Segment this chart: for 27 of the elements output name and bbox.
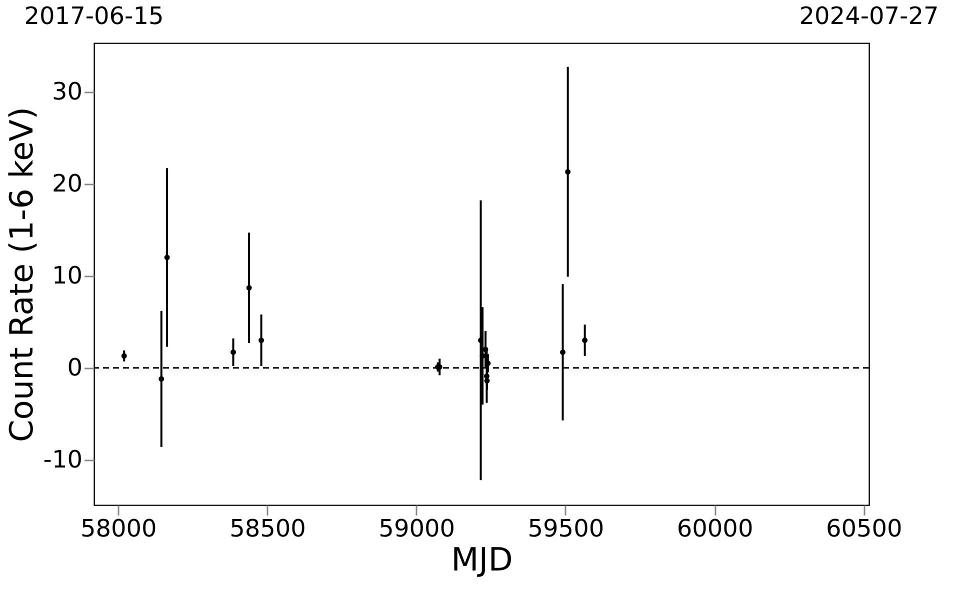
point — [158, 376, 164, 382]
y-axis-title: Count Rate (1-6 keV) — [2, 106, 40, 442]
x2-tick-label: 2017-06-15 — [24, 2, 164, 30]
point — [164, 254, 170, 260]
point — [230, 349, 236, 355]
point — [582, 338, 588, 343]
point — [246, 285, 252, 291]
x-tick-label: 60000 — [676, 514, 754, 542]
point — [484, 378, 490, 384]
point — [484, 373, 490, 379]
x-tick-label: 59000 — [378, 514, 456, 542]
point — [565, 169, 571, 175]
x2-tick-label: 2024-07-27 — [799, 2, 939, 30]
y-tick-label: 30 — [52, 77, 82, 106]
point — [121, 353, 127, 359]
point — [560, 349, 566, 355]
y-tick-label: 0 — [67, 353, 82, 382]
x-tick-label: 58500 — [230, 514, 306, 542]
point — [480, 353, 486, 359]
point — [258, 338, 264, 343]
x-axis-title: MJD — [451, 540, 513, 578]
x-tick-label: 60500 — [826, 514, 902, 542]
x-tick-label: 59500 — [528, 514, 604, 542]
x-tick-label: 58000 — [80, 514, 157, 542]
y-tick-label: -10 — [43, 445, 82, 474]
y-tick-label: 10 — [52, 261, 82, 290]
y-tick-label: 20 — [52, 169, 82, 198]
